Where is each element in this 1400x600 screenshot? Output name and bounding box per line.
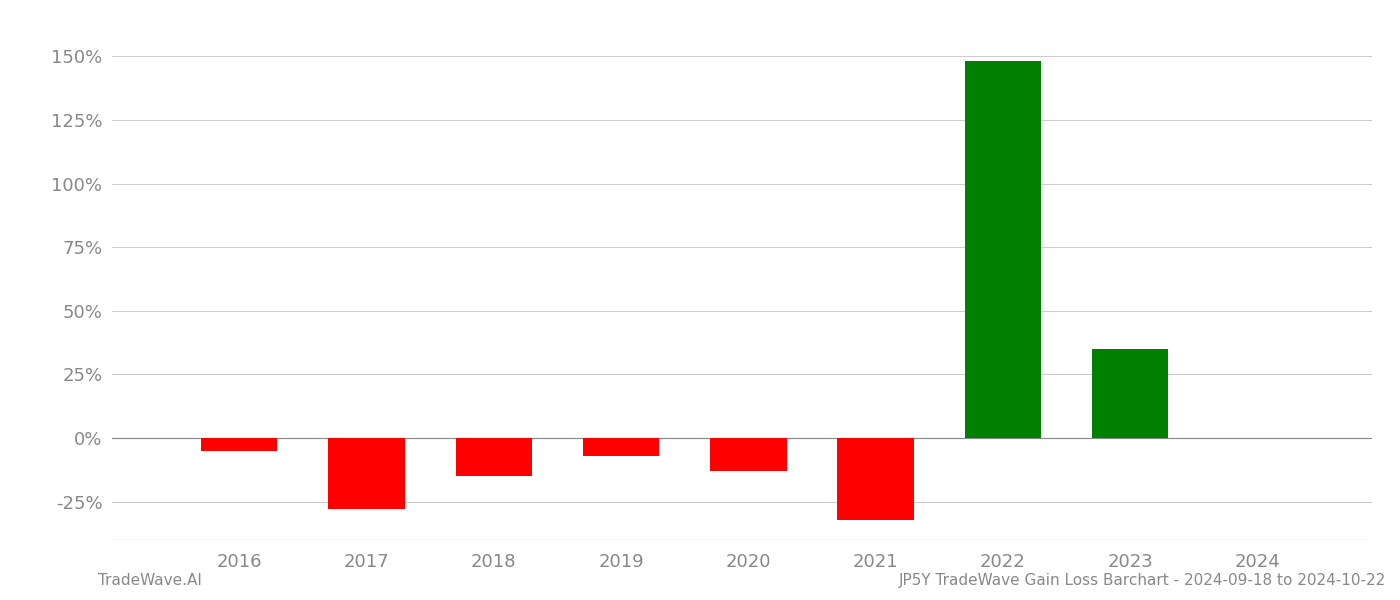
Bar — [1092, 349, 1169, 438]
Bar — [202, 438, 277, 451]
Bar — [455, 438, 532, 476]
Bar — [837, 438, 914, 520]
Bar — [329, 438, 405, 509]
Bar — [582, 438, 659, 456]
Text: JP5Y TradeWave Gain Loss Barchart - 2024-09-18 to 2024-10-22: JP5Y TradeWave Gain Loss Barchart - 2024… — [899, 573, 1386, 588]
Bar — [710, 438, 787, 471]
Text: TradeWave.AI: TradeWave.AI — [98, 573, 202, 588]
Bar — [965, 61, 1042, 438]
